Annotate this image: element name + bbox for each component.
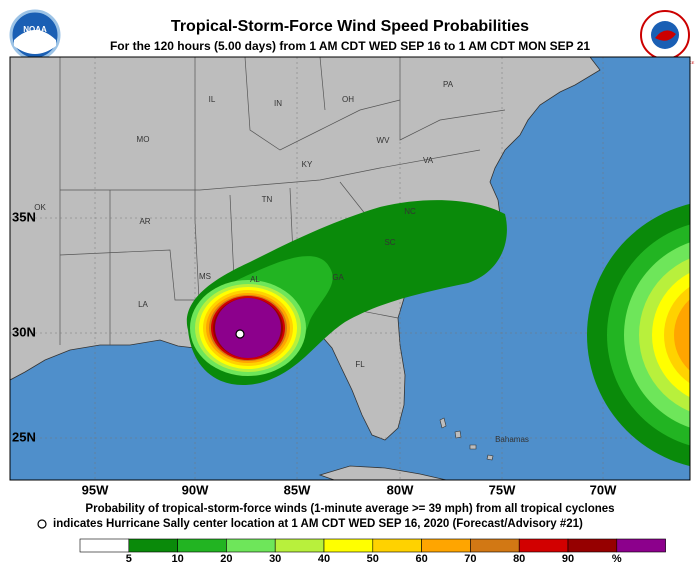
place-label: NC (404, 207, 416, 216)
caption-line2: indicates Hurricane Sally center locatio… (53, 518, 583, 530)
place-label: MO (137, 135, 150, 144)
place-label: GA (332, 273, 344, 282)
legend-swatch (518, 538, 569, 553)
place-label: AL (250, 275, 260, 284)
legend-swatch (323, 538, 374, 553)
caption-line1: Probability of tropical-storm-force wind… (85, 503, 614, 515)
lon-label: 95W (82, 482, 109, 497)
legend-swatch (372, 538, 422, 553)
place-label: SC (384, 238, 395, 247)
place-label: VA (423, 156, 434, 165)
lon-label: 70W (590, 482, 617, 497)
place-label: MS (199, 272, 211, 281)
legend-swatch (274, 538, 325, 553)
place-label: PA (443, 80, 454, 89)
place-label: TN (262, 195, 273, 204)
legend-swatch (567, 538, 618, 553)
lon-label: 85W (284, 482, 311, 497)
map-frame (9, 56, 691, 481)
legend-swatch (421, 538, 471, 553)
noaa-logo-text: NOAA (23, 25, 47, 34)
lon-label: 80W (387, 482, 414, 497)
legend-swatch (177, 538, 227, 553)
title: Tropical-Storm-Force Wind Speed Probabil… (171, 18, 529, 35)
legend-swatch (470, 538, 520, 553)
place-label: WV (377, 136, 391, 145)
place-label: Bahamas (495, 435, 529, 444)
place-label: IL (209, 95, 216, 104)
legend-swatch (226, 538, 276, 553)
swath-ring (215, 298, 281, 358)
legend-tick-label: 60 (415, 553, 427, 565)
place-label: KY (302, 160, 313, 169)
probability-swath (186, 200, 690, 467)
place-label: OK (34, 203, 46, 212)
legend-tick-label: 70 (464, 553, 476, 565)
bahamas (439, 417, 494, 461)
legend-tick-label: 30 (269, 553, 281, 565)
subtitle: For the 120 hours (5.00 days) from 1 AM … (110, 39, 590, 53)
place-label: AR (139, 217, 150, 226)
place-label: IN (274, 99, 282, 108)
map: IL IN OH PA MO WV KY VA OK AR TN NC SC MS AL GA LA FL Baha… (10, 57, 690, 480)
legend-tick-label: % (612, 553, 622, 565)
legend-tick-label: 80 (513, 553, 525, 565)
legend-swatch (79, 538, 130, 553)
legend-tick-label: 90 (562, 553, 574, 565)
noaa-logo-wave (14, 30, 56, 54)
storm-center (235, 329, 245, 339)
legend-swatch (616, 538, 666, 553)
nws-logo-mark (655, 30, 676, 41)
cuba (318, 465, 449, 480)
lat-label: 35N (12, 209, 36, 224)
center-symbol (37, 519, 47, 529)
legend-tick-label: 10 (171, 553, 183, 565)
place-label: OH (342, 95, 354, 104)
legend-swatch (128, 538, 178, 553)
legend-tick-label: 50 (367, 553, 379, 565)
place-label: FL (355, 360, 365, 369)
place-label: LA (138, 300, 148, 309)
lon-label: 75W (489, 482, 516, 497)
legend-tick-label: 5 (126, 553, 132, 565)
lon-label: 90W (182, 482, 209, 497)
lat-label: 30N (12, 324, 36, 339)
legend-tick-label: 20 (220, 553, 232, 565)
lat-label: 25N (12, 429, 36, 444)
east-swath-ring (674, 299, 690, 371)
legend-tick-label: 40 (318, 553, 330, 565)
